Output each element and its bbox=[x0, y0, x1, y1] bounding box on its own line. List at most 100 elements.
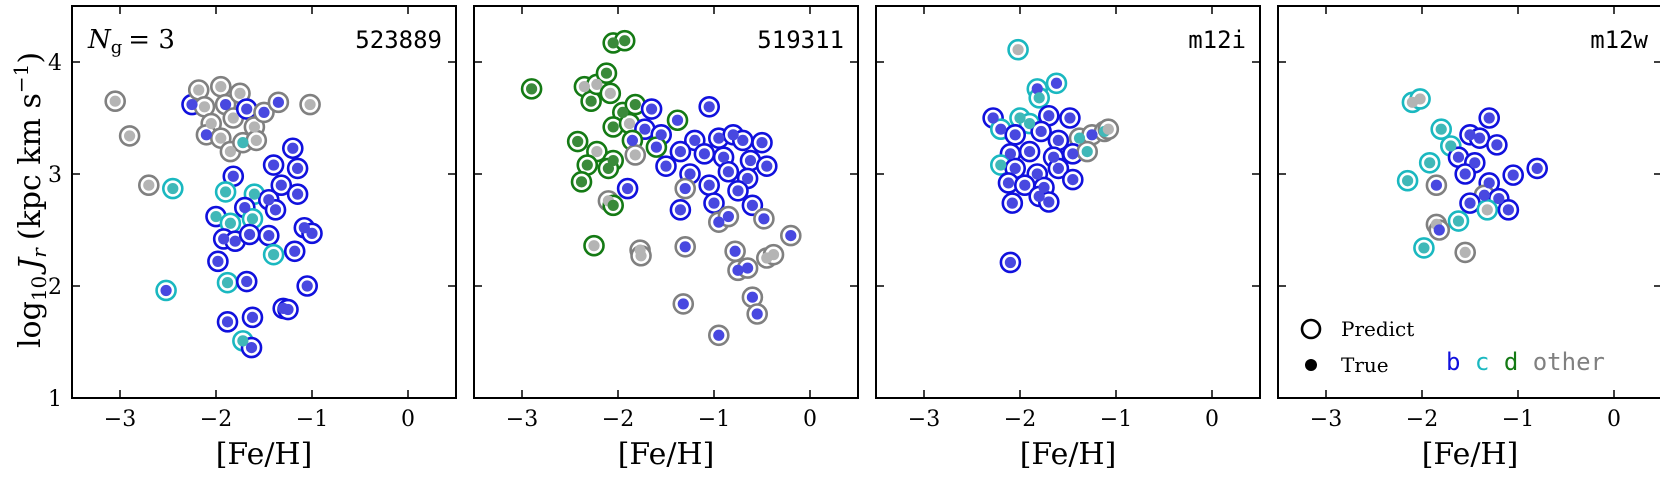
true-dot bbox=[268, 249, 280, 261]
legend-key-b: b bbox=[1446, 348, 1460, 376]
true-dot bbox=[674, 204, 686, 216]
true-dot bbox=[227, 170, 239, 182]
x-tick-label: 0 bbox=[1205, 407, 1219, 432]
x-tick-label: −2 bbox=[1004, 407, 1036, 432]
x-tick-label: −3 bbox=[104, 407, 136, 432]
true-dot bbox=[703, 101, 715, 113]
true-dot bbox=[1043, 196, 1055, 208]
legend-key-c: c bbox=[1475, 348, 1489, 376]
true-dot bbox=[1507, 169, 1519, 181]
legend-predict-label: Predict bbox=[1341, 317, 1414, 341]
true-dot bbox=[607, 37, 619, 49]
true-dot bbox=[746, 199, 758, 211]
true-dot bbox=[292, 188, 304, 200]
true-dot bbox=[602, 162, 614, 174]
true-dot bbox=[1035, 125, 1047, 138]
panel-ticks: −3 −2 −1 0 1 2 3 4 bbox=[48, 6, 456, 432]
true-dot bbox=[224, 146, 236, 158]
true-dot bbox=[1474, 132, 1486, 144]
y-tick-label: 1 bbox=[48, 387, 62, 412]
true-dot bbox=[124, 130, 136, 142]
true-dot bbox=[785, 230, 797, 242]
true-dot bbox=[227, 112, 239, 124]
true-dot bbox=[639, 123, 651, 135]
panel-523889: −3 −2 −1 0 1 2 3 4 523889 Ng = 3 [Fe/H] bbox=[48, 5, 457, 472]
true-dot bbox=[995, 123, 1007, 135]
true-dot bbox=[756, 137, 768, 149]
panel-title: m12w bbox=[1590, 26, 1648, 54]
true-dot bbox=[635, 250, 647, 262]
y-axis-label-exp: −1 bbox=[9, 64, 33, 93]
y-axis-label: log10Jr (kpc km s−1) bbox=[9, 52, 51, 348]
panel-marks bbox=[102, 74, 325, 361]
true-dot bbox=[1004, 148, 1016, 160]
x-tick-label: −3 bbox=[506, 407, 538, 432]
true-dot bbox=[1481, 204, 1493, 216]
true-dot bbox=[282, 303, 294, 316]
true-dot bbox=[221, 277, 234, 289]
true-dot bbox=[607, 199, 619, 211]
true-dot bbox=[526, 83, 538, 95]
true-dot bbox=[258, 106, 270, 118]
true-dot bbox=[761, 160, 773, 172]
true-dot bbox=[1459, 246, 1471, 258]
true-dot bbox=[200, 129, 212, 141]
true-dot bbox=[1414, 93, 1426, 105]
true-dot bbox=[1052, 162, 1064, 174]
true-dot bbox=[732, 264, 744, 276]
true-dot bbox=[224, 217, 236, 229]
true-dot bbox=[684, 168, 696, 180]
true-dot bbox=[210, 210, 222, 223]
true-dot bbox=[1073, 132, 1086, 144]
true-dot bbox=[619, 35, 631, 47]
true-dot bbox=[1418, 242, 1430, 254]
true-dot bbox=[160, 284, 172, 297]
true-dot bbox=[1491, 139, 1503, 151]
true-dot bbox=[220, 98, 232, 111]
true-dot bbox=[244, 228, 256, 241]
panel-frame bbox=[875, 5, 1261, 399]
x-tick-label: −1 bbox=[1502, 407, 1534, 432]
true-dot bbox=[1019, 179, 1031, 191]
true-dot bbox=[600, 67, 613, 79]
true-dot bbox=[241, 275, 253, 288]
true-dot bbox=[234, 87, 246, 99]
true-dot bbox=[1493, 193, 1505, 205]
true-dot bbox=[722, 166, 734, 178]
true-dot bbox=[1024, 146, 1036, 158]
y-axis-label-log-base: 10 bbox=[27, 276, 51, 301]
x-tick-label: 0 bbox=[803, 407, 817, 432]
x-tick-label: −1 bbox=[698, 407, 730, 432]
true-dot bbox=[109, 95, 121, 107]
true-dot bbox=[1043, 110, 1055, 122]
true-dot bbox=[671, 114, 684, 126]
true-dot bbox=[1031, 168, 1043, 180]
true-dot bbox=[1002, 177, 1015, 189]
true-dot bbox=[1478, 189, 1490, 201]
true-dot bbox=[650, 141, 662, 153]
true-dot bbox=[1469, 157, 1481, 169]
true-dot bbox=[718, 151, 730, 163]
panel-519311: −3 −2 −1 0 519311 [Fe/H] bbox=[473, 5, 859, 472]
true-dot bbox=[301, 280, 313, 292]
true-dot bbox=[237, 335, 249, 347]
true-dot bbox=[995, 159, 1007, 171]
true-dot bbox=[727, 129, 739, 141]
true-dot bbox=[1004, 256, 1016, 269]
true-dot bbox=[1006, 197, 1018, 209]
true-dot bbox=[1024, 118, 1036, 130]
true-dot bbox=[287, 142, 299, 154]
true-dot bbox=[205, 118, 217, 130]
true-dot bbox=[289, 245, 301, 257]
panel-frame bbox=[1277, 5, 1660, 399]
true-dot bbox=[298, 222, 310, 234]
true-dot bbox=[1445, 140, 1457, 152]
y-axis-label-var: J bbox=[13, 256, 48, 276]
panel-title: 523889 bbox=[355, 26, 442, 54]
true-dot bbox=[1433, 224, 1445, 236]
true-dot bbox=[1483, 177, 1495, 189]
true-dot bbox=[655, 129, 667, 141]
true-dot bbox=[703, 179, 715, 191]
true-dot bbox=[215, 132, 227, 144]
true-dot bbox=[629, 149, 641, 161]
